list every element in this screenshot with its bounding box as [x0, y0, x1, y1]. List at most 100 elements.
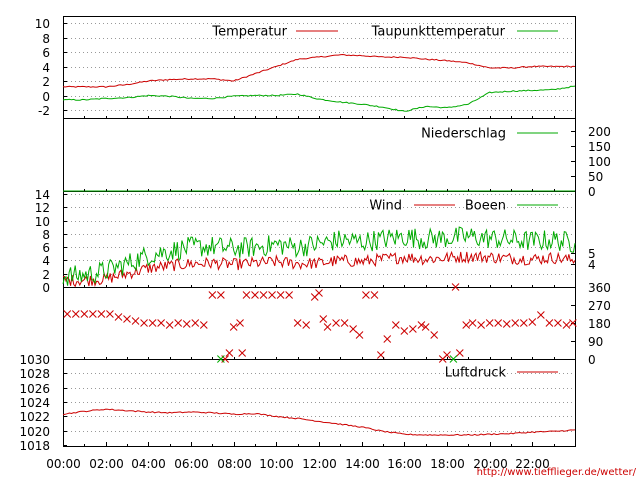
wind-ytick-label: 14	[35, 188, 50, 202]
wind_direction-point-stroke	[511, 319, 520, 327]
wind_direction-point-stroke	[259, 291, 268, 299]
pressure-series-group: Luftdruck 00:00 02:00 04:00 06:00 08:00 10:00 1…	[46, 366, 576, 471]
wind_direction-ytick-right-label: 360	[588, 281, 611, 295]
precipitation-series-group: Niederschlag	[63, 127, 575, 192]
wind_direction-point-stroke	[229, 323, 238, 331]
wind_direction-point	[236, 319, 244, 327]
temperature-legend-label: Temperatur	[211, 25, 287, 40]
wind-ytick-label: 2	[42, 268, 50, 282]
wind_direction-point-stroke	[199, 321, 208, 329]
wind_direction-point	[494, 319, 503, 327]
wind_direction-point	[302, 321, 311, 329]
wind_direction-point-stroke	[157, 319, 165, 327]
wind_direction-point-stroke	[242, 291, 251, 299]
precipitation-ytick-right-label: 200	[588, 125, 611, 139]
wind-ytick-right-label: 5	[588, 247, 596, 261]
wind-legend-label: Wind	[369, 199, 402, 214]
wind_direction-point	[217, 291, 225, 299]
pressure-series-luftdruck	[62, 408, 576, 436]
wind_direction-point	[554, 319, 562, 327]
wind_direction-point-stroke	[537, 311, 545, 319]
wind_direction-point	[332, 319, 340, 327]
wind_direction-point-stroke	[140, 319, 148, 327]
wind_direction-point	[165, 321, 174, 329]
wind_direction-point	[123, 315, 131, 323]
wind_direction-point-stroke	[391, 321, 400, 329]
wind_direction-point	[528, 318, 537, 326]
wind_direction-point	[477, 321, 485, 329]
pressure-ytick-label: 1026	[19, 382, 50, 396]
precipitation-ytick-right-label: 100	[588, 155, 611, 169]
x-tick-label: 16:00	[387, 457, 422, 471]
wind_direction-ytick-right-label: 90	[588, 335, 603, 349]
wind_direction-point-stroke	[89, 310, 97, 318]
wind_direction-point-stroke	[449, 355, 458, 363]
pressure-ytick-label: 1020	[19, 425, 50, 439]
wind_direction-point	[511, 319, 520, 327]
wind_direction-point-stroke	[238, 349, 247, 357]
wind_direction-point	[485, 319, 494, 327]
temperature-legend-label: Taupunkttemperatur	[371, 25, 506, 40]
wind_direction-point-stroke	[443, 351, 451, 359]
wind_direction-point-stroke	[462, 321, 471, 329]
temperature-series-taupunkttemperatur	[62, 85, 576, 112]
wind_direction-point-stroke	[528, 318, 537, 326]
wind_direction-point	[323, 323, 332, 331]
x-tick-label: 20:00	[473, 457, 508, 471]
wind_direction-point-stroke	[123, 315, 131, 323]
wind_direction-point	[502, 320, 511, 328]
wind_direction-point	[362, 291, 370, 299]
wind_direction-point-stroke	[554, 319, 562, 327]
wind-ytick-label: 10	[35, 215, 50, 229]
wind_direction-point-stroke	[451, 283, 460, 291]
x-tick-label: 12:00	[302, 457, 337, 471]
wind_direction-point-stroke	[174, 319, 183, 327]
wind-series-group: Wind Boeen	[62, 199, 576, 288]
wind_direction-point-stroke	[409, 325, 417, 333]
wind_direction-point	[340, 319, 349, 327]
wind_direction-point	[97, 310, 106, 318]
wind_direction-point	[400, 327, 409, 335]
wind_direction-point	[455, 349, 464, 357]
precipitation-ytick-right-label: 50	[588, 170, 603, 184]
wind_direction-ytick-right-label: 0	[588, 353, 596, 367]
wind_direction-point	[242, 291, 251, 299]
wind-legend-label: Boeen	[465, 199, 506, 214]
wind_direction-point-stroke	[323, 323, 332, 331]
wind_direction-point	[225, 349, 234, 357]
x-tick-label: 02:00	[89, 457, 124, 471]
wind_direction-point-stroke	[165, 321, 174, 329]
wind-series-boeen	[62, 226, 576, 286]
pressure-legend-label: Luftdruck	[445, 366, 507, 381]
x-tick-label: 10:00	[259, 457, 294, 471]
wind_direction-point-stroke	[319, 315, 328, 323]
wind_direction-point	[148, 319, 157, 327]
wind_direction-point-stroke	[332, 319, 340, 327]
wind_direction-point	[80, 310, 89, 318]
wind_direction-point-stroke	[217, 355, 225, 363]
wind_direction-point-stroke	[302, 321, 311, 329]
wind_direction-point-stroke	[421, 323, 430, 331]
wind_direction-point	[315, 289, 323, 297]
wind_direction-point	[443, 351, 451, 359]
wind_direction-point	[182, 320, 191, 328]
wind_direction-point-stroke	[519, 319, 528, 327]
wind_direction-point	[140, 319, 148, 327]
wind-ytick-label: 6	[42, 241, 50, 255]
x-tick-label: 04:00	[131, 457, 166, 471]
x-tick-label: 22:00	[515, 457, 550, 471]
wind_direction-point-stroke	[468, 319, 477, 327]
wind_direction-point	[409, 325, 417, 333]
wind_direction-point-stroke	[370, 291, 379, 299]
wind-ytick-label: 12	[35, 201, 50, 215]
temperature-series-group: Temperatur Taupunkttemperatur	[62, 25, 576, 112]
wind_direction-point	[421, 323, 430, 331]
wind_direction-point-stroke	[106, 310, 114, 318]
wind_direction-point	[157, 319, 165, 327]
wind_direction-series-group	[63, 283, 577, 363]
wind_direction-point-stroke	[377, 351, 385, 359]
wind_direction-point	[199, 321, 208, 329]
wind_direction-point-stroke	[97, 310, 106, 318]
